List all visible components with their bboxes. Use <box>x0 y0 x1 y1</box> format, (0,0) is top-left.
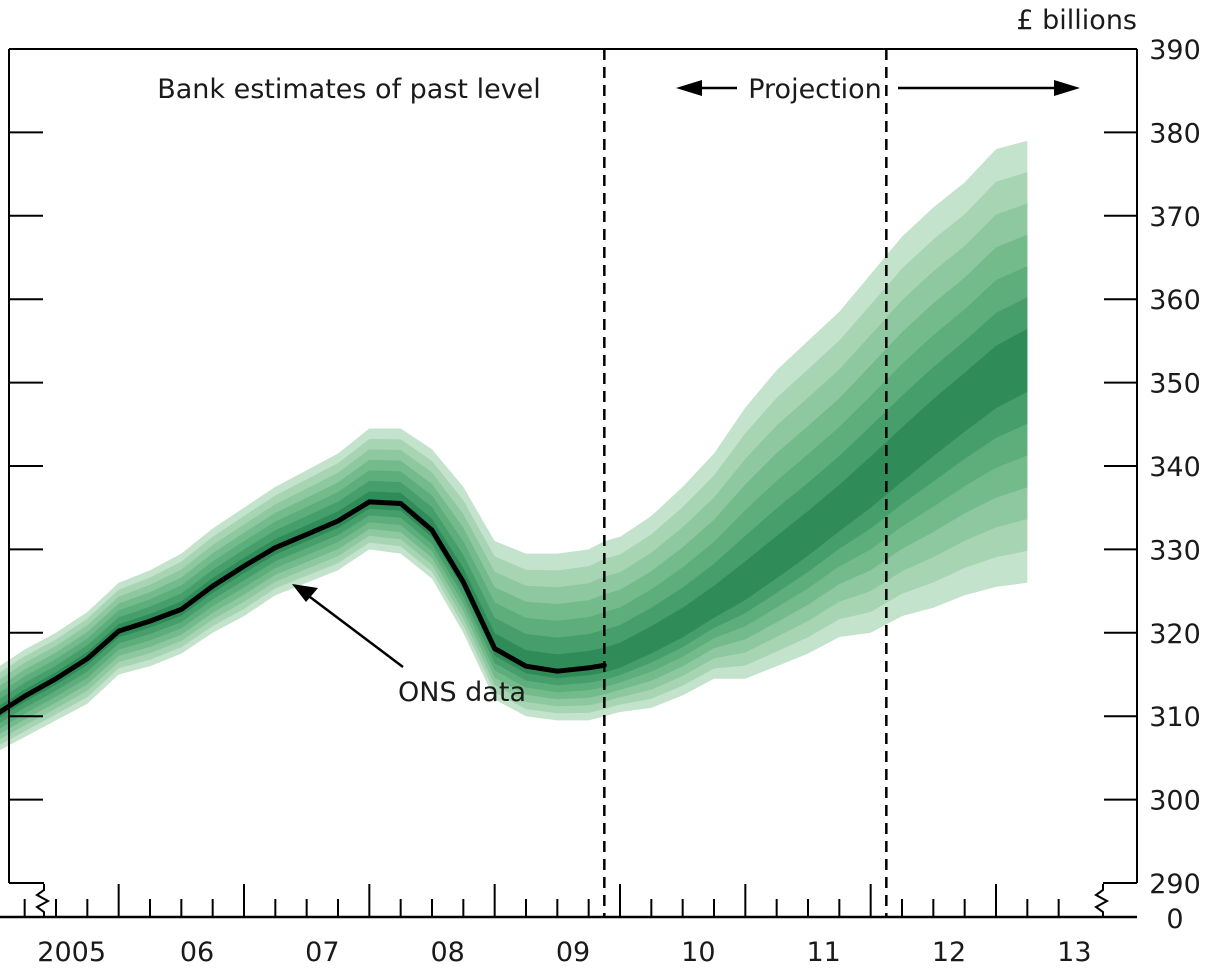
ons-data-line <box>0 499 607 715</box>
y-tick-label-310: 310 <box>1149 702 1201 733</box>
annotation-ons-data: ONS data <box>398 677 526 708</box>
y-tick-label-340: 340 <box>1149 452 1201 483</box>
projection-arrow <box>676 80 1080 96</box>
y-tick-label-330: 330 <box>1149 535 1201 566</box>
left-axis-break <box>35 884 51 917</box>
y-tick-label-300: 300 <box>1149 786 1201 817</box>
x-tick-label-2005: 2005 <box>37 937 106 968</box>
x-tick-label-13: 13 <box>1057 937 1091 968</box>
x-tick-label-07: 07 <box>305 937 339 968</box>
x-tick-label-10: 10 <box>681 937 715 968</box>
ons-data-arrow <box>292 584 404 668</box>
x-tick-label-08: 08 <box>430 937 464 968</box>
y-tick-label-320: 320 <box>1149 619 1201 650</box>
y-tick-label-380: 380 <box>1149 118 1201 149</box>
y-tick-label-350: 350 <box>1149 369 1201 400</box>
y-tick-label-360: 360 <box>1149 285 1201 316</box>
y-break-label: 0 <box>1166 904 1183 935</box>
unit-label: £ billions <box>1016 5 1137 36</box>
x-tick-label-11: 11 <box>806 937 840 968</box>
y-tick-label-290: 290 <box>1149 869 1201 900</box>
annotation-projection: Projection <box>748 74 882 105</box>
y-tick-label-370: 370 <box>1149 202 1201 233</box>
ons-data-series <box>0 499 607 715</box>
annotation-past-level: Bank estimates of past level <box>157 74 541 105</box>
axis-ticks: 290 300 310 320 330 340 350 360 370 380 390 2005 06 0… <box>9 35 1201 968</box>
x-tick-label-06: 06 <box>180 937 214 968</box>
right-axis-break <box>1094 884 1110 917</box>
projection-markers <box>603 49 888 917</box>
y-tick-label-390: 390 <box>1149 35 1201 66</box>
x-tick-label-12: 12 <box>932 937 966 968</box>
fan-bands <box>0 140 1028 751</box>
x-tick-label-09: 09 <box>556 937 590 968</box>
fan-band-7 <box>0 328 1028 718</box>
